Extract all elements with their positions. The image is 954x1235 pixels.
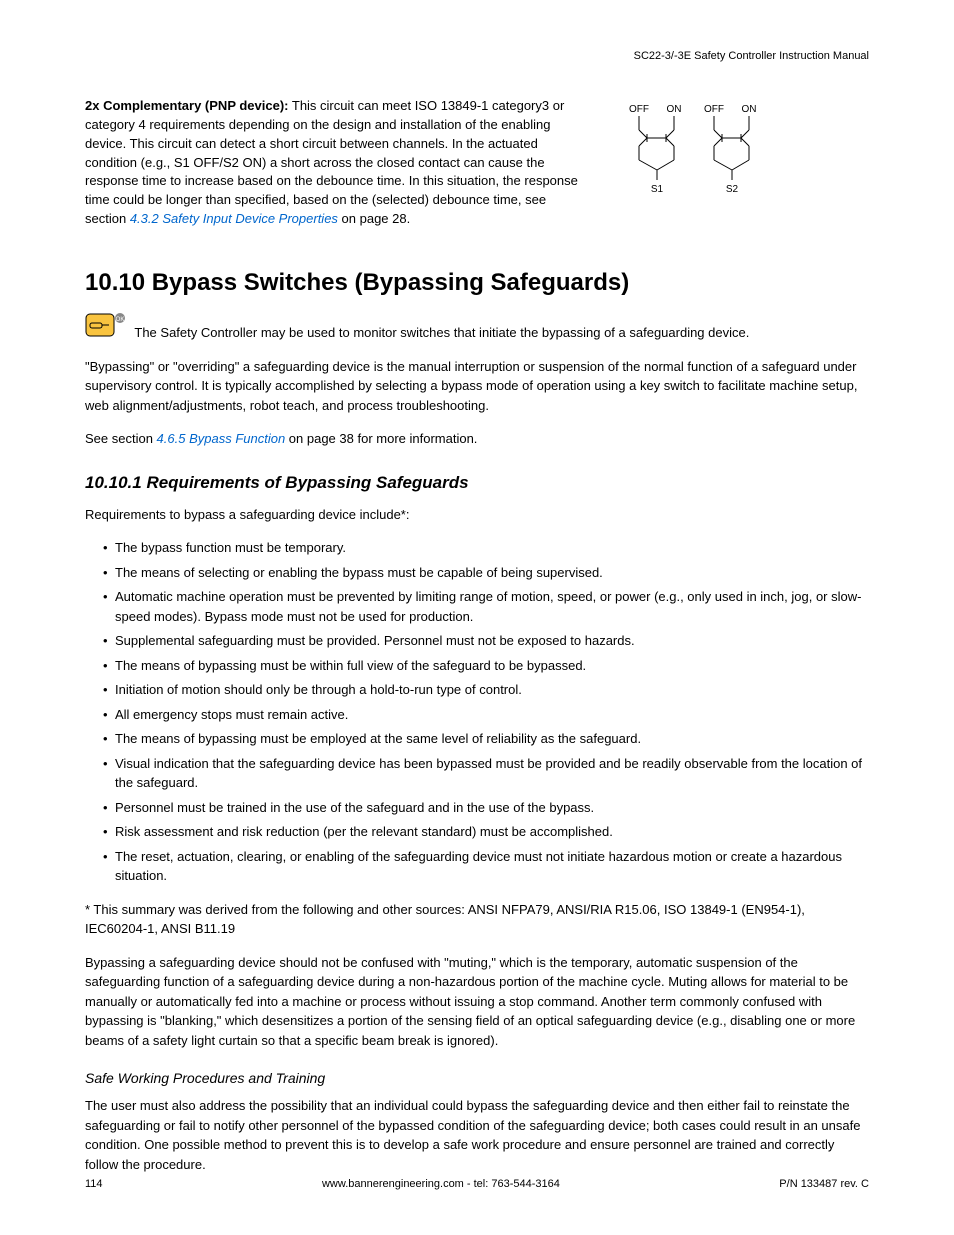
list-item: The means of bypassing must be employed … [103,729,869,749]
list-item: The reset, actuation, clearing, or enabl… [103,847,869,886]
muting-blanking-para: Bypassing a safeguarding device should n… [85,953,869,1051]
complementary-text: 2x Complementary (PNP device): This circ… [85,97,579,229]
sources-footnote: * This summary was derived from the foll… [85,900,869,939]
safety-input-link[interactable]: 4.3.2 Safety Input Device Properties [130,211,338,226]
section-10-10-title: 10.10 Bypass Switches (Bypassing Safegua… [85,269,869,297]
page-header-title: SC22-3/-3E Safety Controller Instruction… [85,50,869,62]
page-number: 114 [85,1178,103,1190]
section-10-10-intro: OK The Safety Controller may be used to … [85,311,869,343]
requirements-lead: Requirements to bypass a safeguarding de… [85,505,869,525]
footer-contact: www.bannerengineering.com - tel: 763-544… [322,1178,560,1190]
complementary-row: 2x Complementary (PNP device): This circ… [85,97,869,229]
safe-working-title: Safe Working Procedures and Training [85,1070,869,1086]
intro-text: The Safety Controller may be used to mon… [134,325,749,340]
footer-partno: P/N 133487 rev. C [779,1178,869,1190]
list-item: Automatic machine operation must be prev… [103,587,869,626]
list-item: All emergency stops must remain active. [103,705,869,725]
list-item: The bypass function must be temporary. [103,538,869,558]
section-10-10-1-title: 10.10.1 Requirements of Bypassing Safegu… [85,473,869,493]
list-item: Personnel must be trained in the use of … [103,798,869,818]
list-item: Supplemental safeguarding must be provid… [103,631,869,651]
svg-text:ON: ON [742,104,757,115]
bypass-switch-icon: OK [85,311,127,343]
see-section-para: See section 4.6.5 Bypass Function on pag… [85,429,869,449]
list-item: Initiation of motion should only be thro… [103,680,869,700]
safe-working-para: The user must also address the possibili… [85,1096,869,1174]
list-item: The means of bypassing must be within fu… [103,656,869,676]
complementary-body2: on page 28. [338,211,410,226]
list-item: Visual indication that the safeguarding … [103,754,869,793]
svg-text:S2: S2 [726,184,739,195]
svg-text:OK: OK [116,317,125,323]
svg-text:S1: S1 [651,184,664,195]
bypass-definition-para: "Bypassing" or "overriding" a safeguardi… [85,357,869,416]
list-item: The means of selecting or enabling the b… [103,563,869,583]
complementary-lead: 2x Complementary (PNP device): [85,98,289,113]
svg-text:OFF: OFF [629,104,649,115]
page-footer: 114 www.bannerengineering.com - tel: 763… [85,1178,869,1190]
bypass-function-link[interactable]: 4.6.5 Bypass Function [157,431,286,446]
transistor-diagram: OFF ON OFF ON S1 [609,97,869,229]
svg-text:ON: ON [667,104,682,115]
requirements-list: The bypass function must be temporary. T… [85,538,869,886]
list-item: Risk assessment and risk reduction (per … [103,822,869,842]
svg-text:OFF: OFF [704,104,724,115]
complementary-body1: This circuit can meet ISO 13849-1 catego… [85,98,578,226]
